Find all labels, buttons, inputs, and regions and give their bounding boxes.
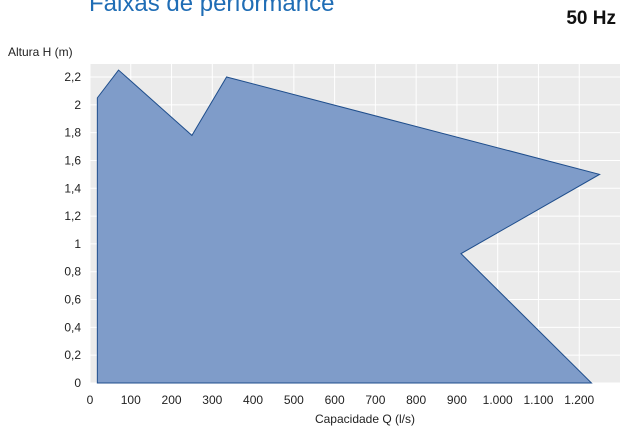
y-tick-label: 0,6: [64, 293, 81, 307]
y-tick-label: 1,8: [64, 126, 81, 140]
y-tick-label: 2: [74, 98, 81, 112]
y-tick-label: 1,4: [64, 181, 81, 195]
x-tick-label: 1.100: [523, 393, 553, 407]
frequency-label: 50 Hz: [566, 8, 616, 29]
y-tick-label: 2,2: [64, 70, 81, 84]
x-axis-ticks: 0 100 200 300 400 500 600 700 800 900 1.000 1.100 1.…: [87, 393, 595, 407]
x-tick-label: 900: [447, 393, 467, 407]
x-tick-label: 700: [365, 393, 385, 407]
y-tick-label: 0: [74, 376, 81, 390]
x-axis-label: Capacidade Q (l/s): [315, 412, 415, 426]
chart-title: Faixas de performance: [89, 0, 335, 17]
y-tick-label: 1: [74, 237, 81, 251]
x-tick-label: 0: [87, 393, 94, 407]
y-axis-ticks: 0 0,2 0,4 0,6 0,8 1 1,2 1,4 1,6 1,8 2 2,2: [64, 70, 81, 390]
x-tick-label: 800: [406, 393, 426, 407]
x-tick-label: 200: [162, 393, 182, 407]
y-axis-label: Altura H (m): [8, 45, 73, 59]
y-tick-label: 1,6: [64, 153, 81, 167]
y-tick-label: 0,2: [64, 348, 81, 362]
x-tick-label: 300: [202, 393, 222, 407]
y-tick-label: 1,2: [64, 209, 81, 223]
y-tick-label: 0,4: [64, 320, 81, 334]
x-tick-label: 1.000: [483, 393, 513, 407]
x-tick-label: 100: [121, 393, 141, 407]
y-tick-label: 0,8: [64, 265, 81, 279]
x-tick-label: 400: [243, 393, 263, 407]
performance-area: [96, 69, 601, 384]
x-tick-label: 500: [284, 393, 304, 407]
x-tick-label: 600: [325, 393, 345, 407]
x-tick-label: 1.200: [564, 393, 594, 407]
